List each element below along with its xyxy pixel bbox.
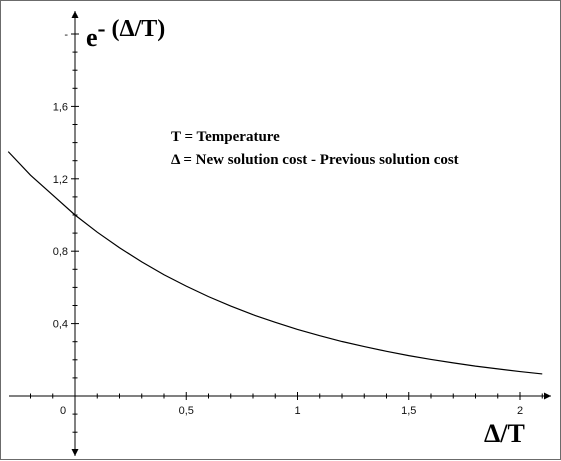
y-axis-title: e- (Δ/T) [86,16,165,52]
ticks: 0,5 1 1,5 2 0 0,4 0,8 1,2 1,6 - [30,15,543,451]
x-tick-label: 1 [294,405,300,417]
x-axis-arrow [544,392,551,400]
legend-delta: Δ = New solution cost - Previous solutio… [171,152,459,168]
series [7,151,543,375]
y-tick-label: 1,6 [53,101,68,113]
labels: e- (Δ/T) Δ/T T = Temperature Δ = New soluti… [86,16,525,448]
x-tick-label: 2 [517,405,523,417]
origin-label: 0 [60,405,66,417]
x-tick-label: 1,5 [401,405,416,417]
y-axis-arrow-top [71,11,79,18]
y-tick-label: 0,4 [53,319,68,331]
decay-curve [7,151,543,375]
y-tick-label: 0,8 [53,246,68,258]
axes [9,11,551,456]
x-tick-label: 0,5 [179,405,194,417]
legend-temperature: T = Temperature [171,129,280,145]
y-tick-label: 1,2 [53,174,68,186]
x-axis-title: Δ/T [484,419,525,448]
y-tick-label: - [64,29,68,41]
